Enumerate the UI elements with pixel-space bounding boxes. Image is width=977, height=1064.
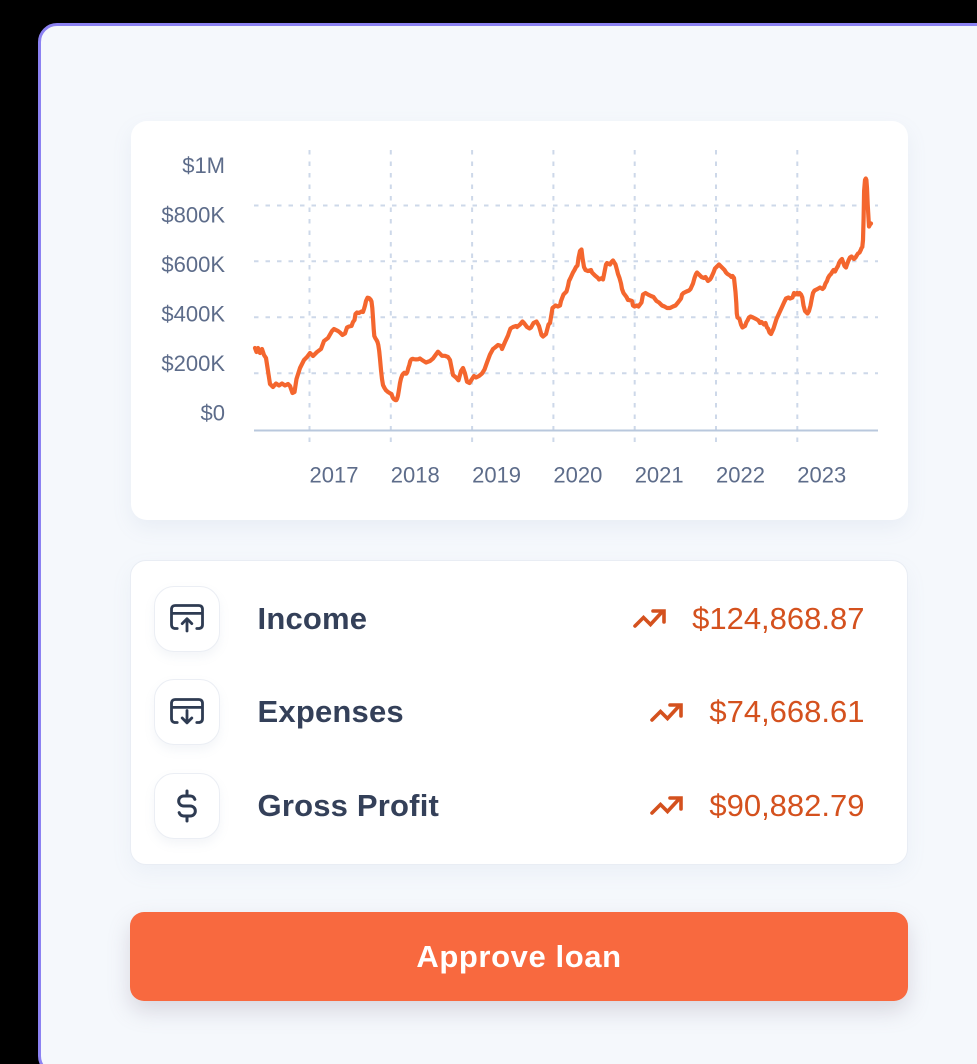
svg-text:2018: 2018 [391, 463, 440, 488]
svg-text:$600K: $600K [161, 252, 225, 277]
svg-text:2021: 2021 [635, 463, 684, 488]
svg-text:$0: $0 [201, 401, 225, 426]
svg-text:2023: 2023 [797, 463, 846, 488]
svg-text:2020: 2020 [553, 463, 602, 488]
svg-text:2022: 2022 [716, 463, 765, 488]
svg-text:2019: 2019 [472, 463, 521, 488]
svg-text:2017: 2017 [310, 463, 359, 488]
svg-text:$400K: $400K [161, 302, 225, 327]
svg-text:$1M: $1M [182, 153, 225, 178]
svg-text:$800K: $800K [161, 203, 225, 228]
svg-text:$200K: $200K [161, 351, 225, 376]
